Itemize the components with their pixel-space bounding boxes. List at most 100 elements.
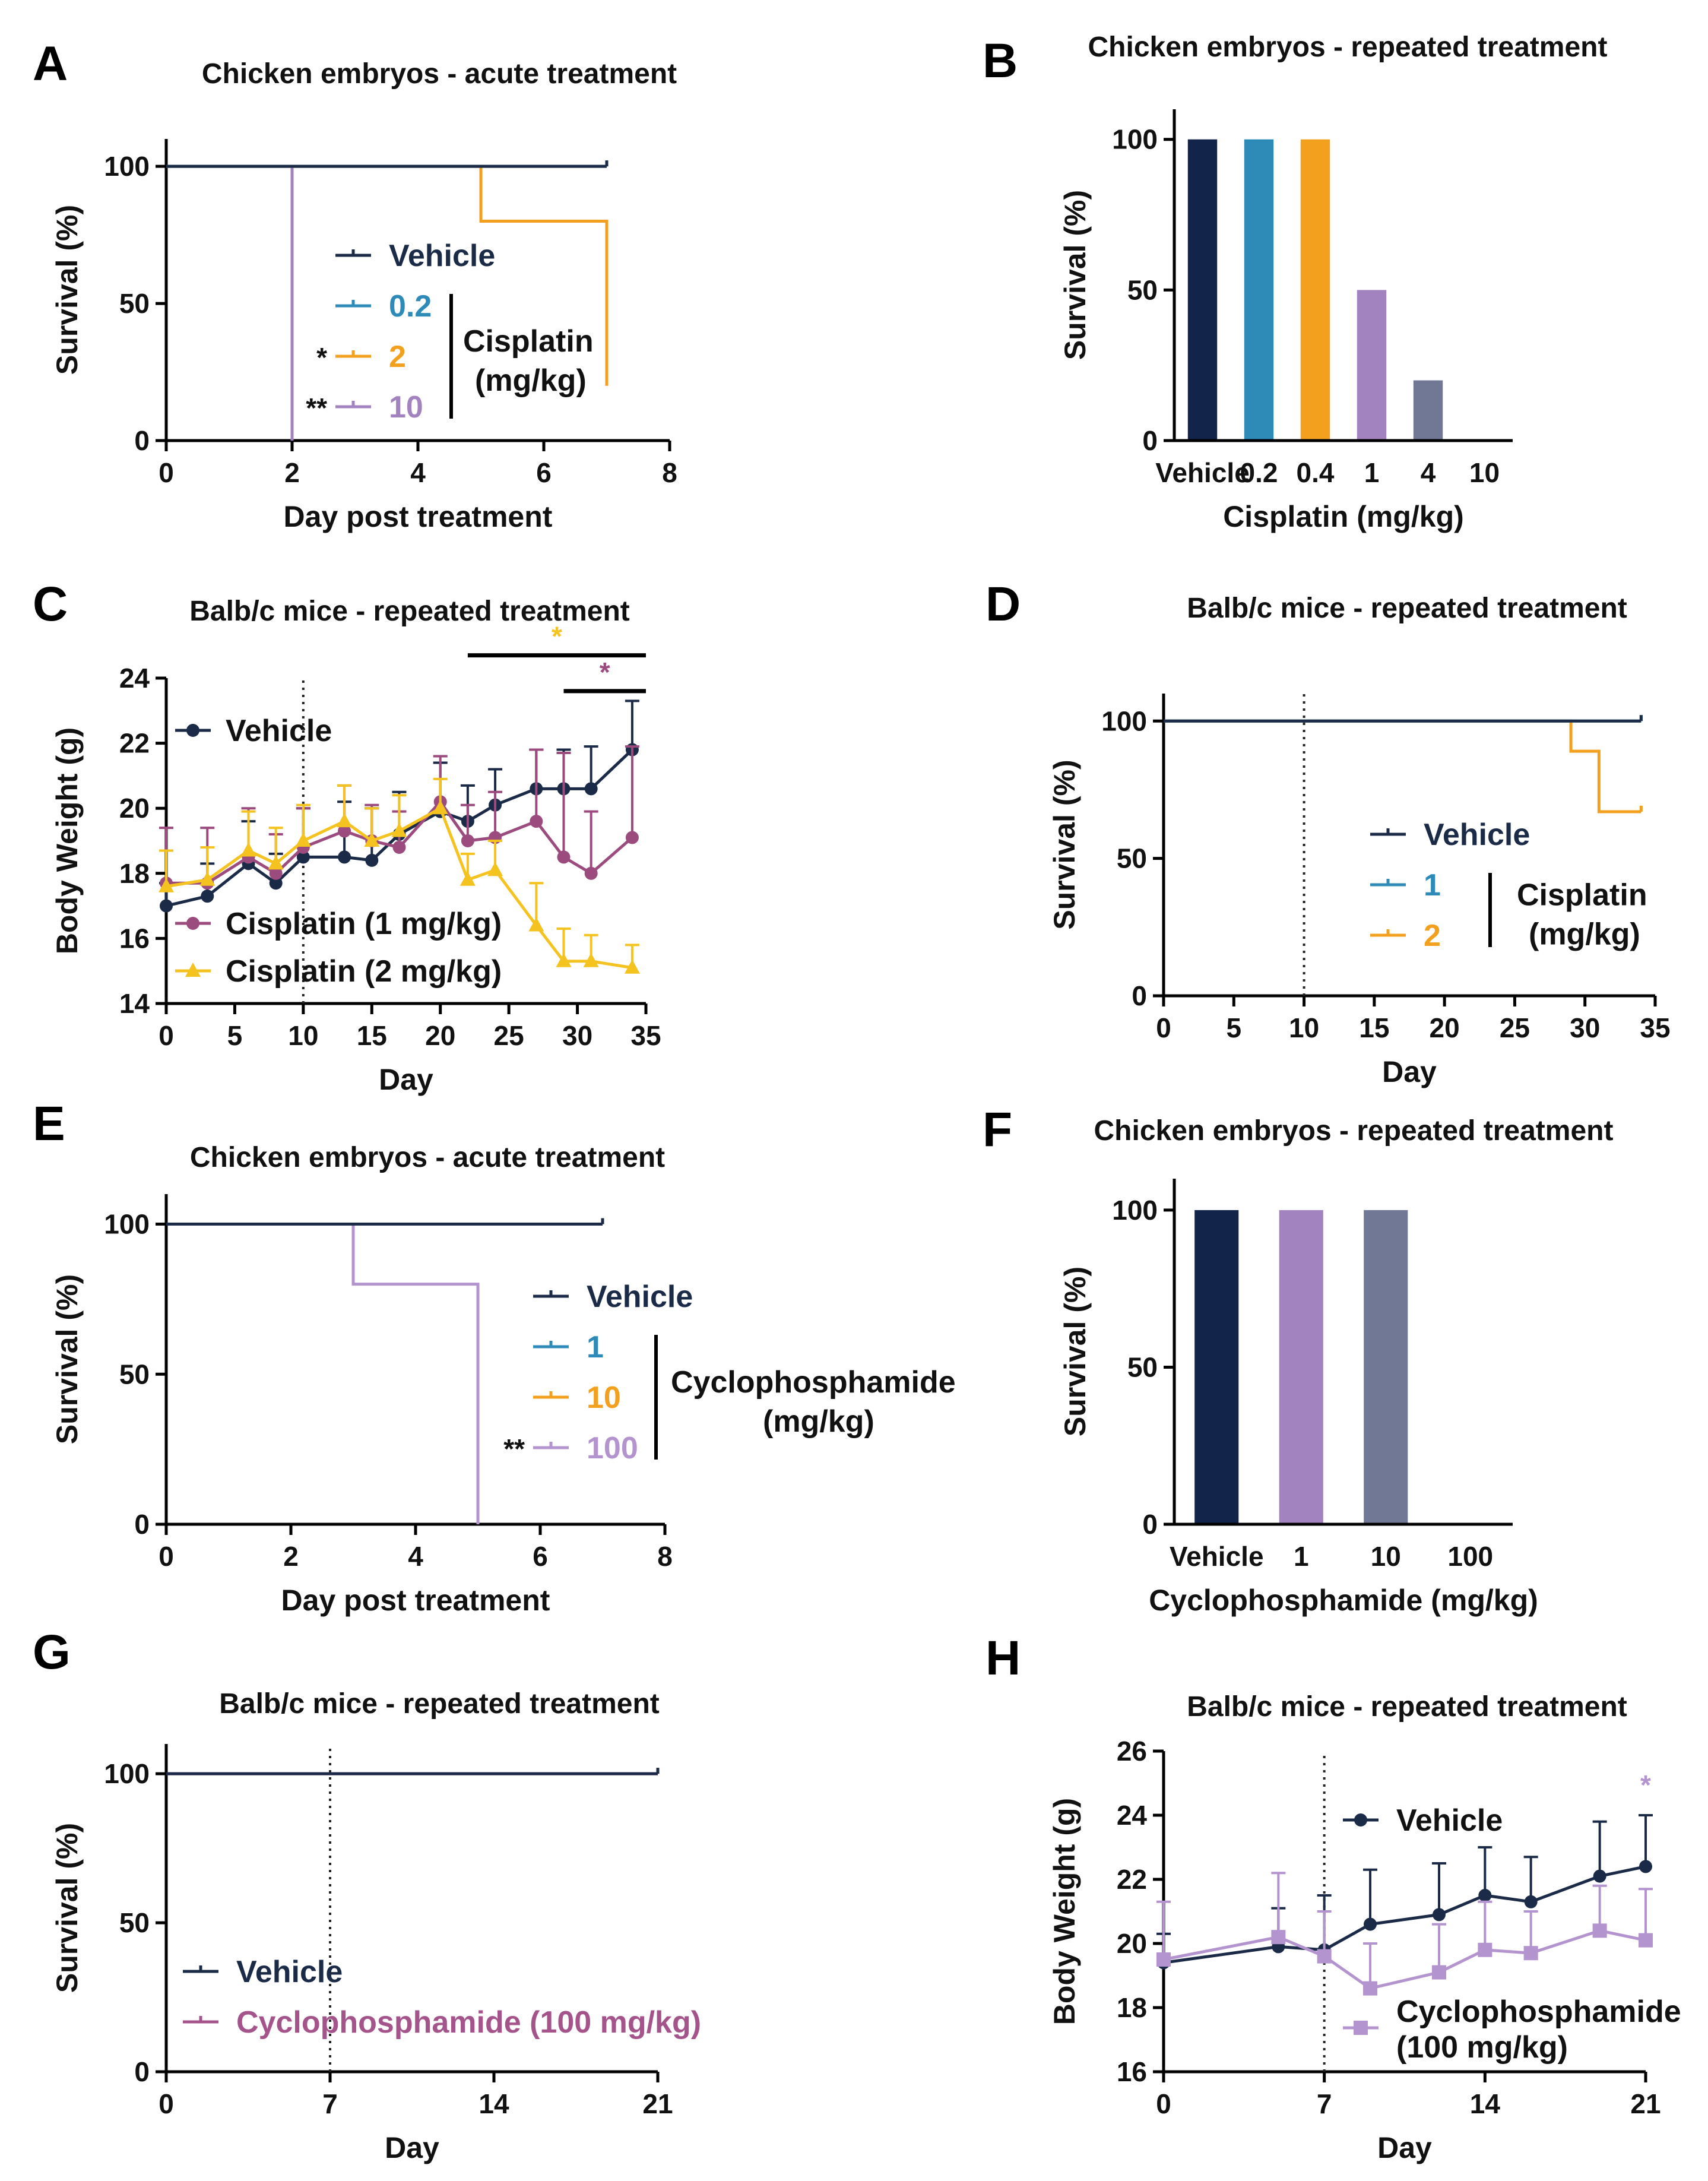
panel-f: Vehicle 1 10 100 0 50 100 Survival (%) Cyclophos… [983, 1103, 1613, 1617]
panel-title: Chicken embryos - repeated treatment [1094, 1115, 1614, 1147]
y-tick-label: 14 [119, 988, 150, 1019]
panel-letter: B [983, 34, 1018, 88]
data-point [1593, 1869, 1606, 1883]
x-tick-label: 14 [479, 2088, 509, 2119]
data-point [364, 832, 380, 847]
x-tick-label: 2 [284, 457, 300, 488]
significance-mark: * [552, 621, 562, 652]
legend-entry: Cisplatin (1 mg/kg) [226, 907, 502, 941]
y-tick-label: 50 [1117, 843, 1147, 874]
series-line-1 [1163, 1929, 1646, 1990]
y-tick-label: 100 [104, 151, 150, 182]
x-tick-label: 0 [1156, 2088, 1171, 2119]
data-point [1364, 1917, 1377, 1931]
x-category-label: 0.4 [1297, 457, 1335, 488]
x-tick-label: 6 [533, 1541, 548, 1572]
y-tick-label: 24 [119, 663, 150, 694]
x-tick-label: 25 [494, 1020, 524, 1051]
x-tick-label: 4 [408, 1541, 423, 1572]
data-point [528, 917, 544, 932]
panel-letter: H [985, 1631, 1021, 1685]
survival-curve-3 [166, 1223, 480, 1524]
x-tick-label: 10 [288, 1020, 318, 1051]
data-point [1639, 1933, 1653, 1948]
y-tick-label: 0 [1142, 425, 1158, 456]
data-point [1363, 1981, 1377, 1996]
legend-entry: Vehicle [1396, 1803, 1503, 1838]
legend-group-label: (mg/kg) [475, 363, 587, 398]
panel-letter: C [33, 577, 68, 631]
y-tick-label: 16 [1117, 2056, 1147, 2087]
data-point [392, 840, 406, 854]
bar [1364, 1210, 1408, 1524]
y-tick-label: 0 [134, 425, 150, 456]
x-tick-label: 30 [1570, 1012, 1600, 1043]
x-category-label: 100 [1447, 1541, 1493, 1572]
legend-entry: Cyclophosphamide (100 mg/kg) [236, 2005, 701, 2040]
x-category-label: 1 [1364, 457, 1380, 488]
legend-entry: 10 [389, 390, 423, 425]
y-axis-title: Body Weight (g) [50, 727, 84, 954]
data-point [268, 855, 284, 870]
y-axis-title: Survival (%) [1059, 1267, 1092, 1436]
y-tick-label: 0 [1142, 1509, 1158, 1540]
data-point [391, 822, 407, 837]
y-tick-label: 18 [1117, 1992, 1147, 2023]
data-point [461, 834, 474, 847]
legend-entry: Vehicle [1424, 818, 1530, 852]
x-tick-label: 2 [283, 1541, 299, 1572]
x-tick-label: 0 [159, 1541, 174, 1572]
data-point [1432, 1965, 1446, 1980]
series-line-0 [1163, 1865, 1646, 1964]
survival-curve-2 [1164, 719, 1642, 813]
legend-group-label: Cisplatin [463, 324, 594, 359]
significance-mark: * [1640, 1770, 1651, 1800]
y-axis-title: Survival (%) [50, 205, 84, 375]
x-tick-label: 5 [227, 1020, 243, 1051]
legend-marker [186, 917, 199, 930]
data-point [557, 850, 571, 864]
panel-letter: F [983, 1103, 1012, 1157]
y-axis-title: Survival (%) [1048, 759, 1081, 929]
data-point [1478, 1942, 1492, 1957]
legend-entry: 2 [389, 340, 406, 374]
x-category-label: 4 [1421, 457, 1436, 488]
panel-a: 0 50 100 0 2 4 6 8 Survival (%) Day post treatmen… [33, 37, 677, 533]
legend-entry: 0.2 [389, 289, 432, 324]
x-category-label: Vehicle [1155, 457, 1250, 488]
data-point [1271, 1930, 1286, 1945]
y-tick-label: 50 [1127, 1351, 1158, 1382]
y-tick-label: 100 [104, 1209, 150, 1240]
y-tick-label: 16 [119, 923, 150, 954]
data-point [296, 850, 310, 864]
data-point [1524, 1895, 1538, 1908]
legend-marker [1354, 2021, 1368, 2035]
x-tick-label: 0 [159, 2088, 174, 2119]
data-point [1639, 1860, 1652, 1873]
legend-entry: Vehicle [587, 1280, 693, 1314]
data-point [1592, 1923, 1607, 1938]
y-tick-label: 20 [1117, 1928, 1147, 1959]
legend-group-label: (mg/kg) [1529, 917, 1640, 952]
data-point [338, 824, 351, 838]
y-tick-label: 50 [119, 288, 150, 319]
panel-letter: A [33, 37, 68, 91]
legend-entry: Vehicle [226, 714, 332, 748]
data-point [624, 959, 640, 974]
x-category-label: 1 [1294, 1541, 1309, 1572]
x-tick-label: 35 [1640, 1012, 1670, 1043]
legend-marker [185, 963, 201, 977]
x-tick-label: 0 [159, 1020, 174, 1051]
y-axis-title: Survival (%) [50, 1823, 84, 1993]
x-tick-label: 5 [1226, 1012, 1241, 1043]
x-tick-label: 20 [425, 1020, 455, 1051]
data-point [1317, 1949, 1332, 1964]
data-point [269, 876, 283, 890]
y-tick-label: 100 [1101, 705, 1147, 736]
y-tick-label: 100 [1112, 124, 1158, 155]
x-tick-label: 0 [1156, 1012, 1171, 1043]
data-point [201, 890, 214, 903]
y-tick-label: 50 [119, 1907, 150, 1938]
data-point [460, 871, 476, 886]
x-category-label: 10 [1371, 1541, 1401, 1572]
